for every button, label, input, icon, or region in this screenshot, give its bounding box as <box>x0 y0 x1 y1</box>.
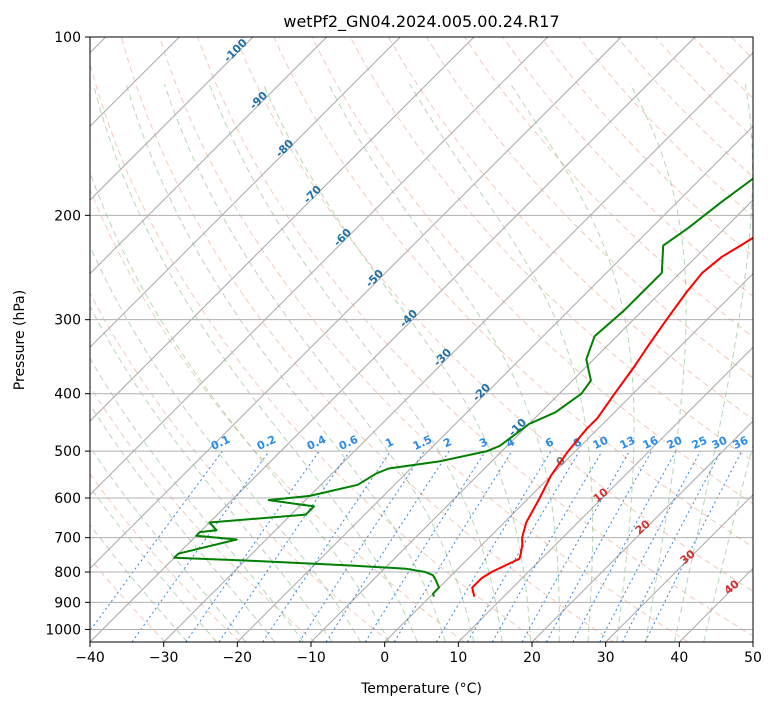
y-tick-label: 1000 <box>45 622 81 638</box>
x-tick-label: −10 <box>296 650 326 666</box>
y-tick-label: 700 <box>54 531 81 547</box>
x-tick-label: −40 <box>75 650 105 666</box>
y-tick-label: 900 <box>54 595 81 611</box>
x-tick-label: −20 <box>223 650 253 666</box>
x-tick-label: 20 <box>523 650 541 666</box>
x-tick-label: 50 <box>744 650 762 666</box>
x-tick-label: 0 <box>380 650 389 666</box>
x-tick-label: 40 <box>670 650 688 666</box>
y-axis-label: Pressure (hPa) <box>12 290 28 390</box>
chart-title: wetPf2_GN04.2024.005.00.24.R17 <box>283 12 559 32</box>
y-tick-label: 800 <box>54 565 81 581</box>
y-tick-label: 400 <box>54 387 81 403</box>
x-tick-label: −30 <box>149 650 179 666</box>
y-tick-label: 100 <box>54 30 81 46</box>
x-tick-label: 10 <box>449 650 467 666</box>
y-tick-label: 600 <box>54 491 81 507</box>
y-tick-label: 200 <box>54 208 81 224</box>
x-tick-label: 30 <box>597 650 615 666</box>
y-tick-label: 500 <box>54 444 81 460</box>
x-axis-label: Temperature (°C) <box>360 681 482 697</box>
y-tick-label: 300 <box>54 313 81 329</box>
